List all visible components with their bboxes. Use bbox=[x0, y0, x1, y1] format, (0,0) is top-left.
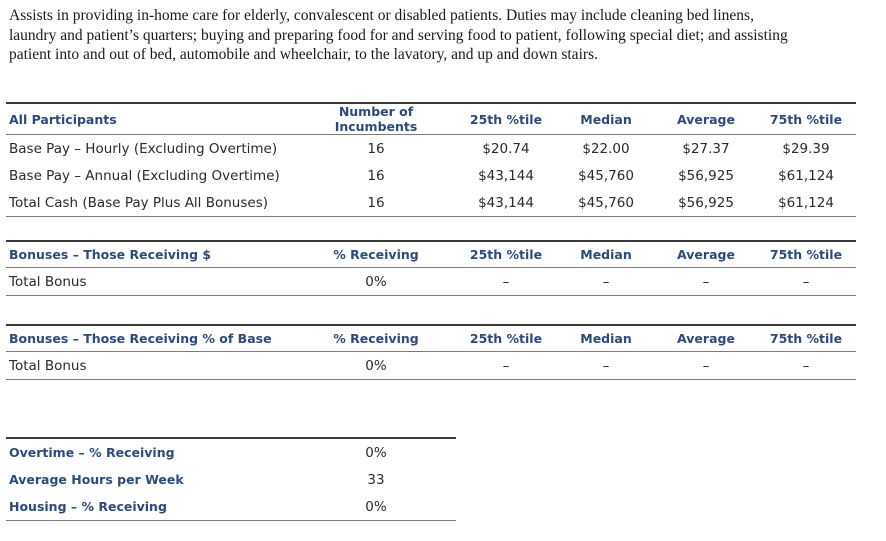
column-header: All Participants bbox=[6, 102, 296, 135]
table-cell: $61,124 bbox=[756, 189, 856, 217]
table-cell: – bbox=[756, 351, 856, 380]
column-header: 25th %tile bbox=[456, 324, 556, 352]
table-cell: 0% bbox=[296, 267, 456, 296]
row-label: Total Bonus bbox=[6, 351, 296, 380]
table-cell: – bbox=[456, 351, 556, 380]
table-cell: $22.00 bbox=[582, 140, 630, 157]
table-cell: 16 bbox=[367, 167, 385, 184]
table-row: Base Pay – Hourly (Excluding Overtime) 1… bbox=[6, 135, 856, 163]
table-cell: – bbox=[556, 351, 656, 380]
description-line: Assists in providing in-home care for el… bbox=[9, 7, 754, 24]
table-cell: 16 bbox=[367, 140, 385, 157]
table-cell: 16 bbox=[296, 189, 456, 217]
column-header: % Receiving bbox=[296, 240, 456, 268]
table-cell: – bbox=[656, 267, 756, 296]
table-cell: $43,144 bbox=[478, 167, 534, 184]
table-cell: 0% bbox=[296, 493, 456, 521]
column-header: 25th %tile bbox=[456, 102, 556, 135]
column-header: 25th %tile bbox=[456, 240, 556, 268]
participants-table: All Participants Number of Incumbents 25… bbox=[6, 102, 856, 217]
column-header: % Receiving bbox=[296, 324, 456, 352]
row-label: Overtime – % Receiving bbox=[9, 445, 175, 460]
row-label: Base Pay – Hourly (Excluding Overtime) bbox=[9, 140, 278, 157]
table-row: Base Pay – Annual (Excluding Overtime) 1… bbox=[6, 162, 856, 189]
table-cell: – bbox=[756, 267, 856, 296]
table-cell: $43,144 bbox=[456, 189, 556, 217]
table-header-row: Bonuses – Those Receiving % of Base % Re… bbox=[6, 324, 856, 352]
table-header-row: All Participants Number of Incumbents 25… bbox=[6, 102, 856, 135]
column-header: Average bbox=[656, 324, 756, 352]
table-row: Total Cash (Base Pay Plus All Bonuses) 1… bbox=[6, 189, 856, 217]
table-cell: $45,760 bbox=[578, 167, 634, 184]
column-header: Bonuses – Those Receiving $ bbox=[6, 240, 296, 268]
table-cell: $56,925 bbox=[656, 189, 756, 217]
row-label: Housing – % Receiving bbox=[6, 493, 296, 521]
table-cell: – bbox=[656, 351, 756, 380]
table-cell: – bbox=[456, 267, 556, 296]
table-cell: $61,124 bbox=[778, 167, 834, 184]
row-label: Total Bonus bbox=[6, 267, 296, 296]
table-cell: 0% bbox=[365, 444, 387, 461]
column-header: Average bbox=[656, 102, 756, 135]
table-row: Average Hours per Week 33 bbox=[6, 466, 456, 493]
column-header: Median bbox=[556, 240, 656, 268]
table-cell: $45,760 bbox=[556, 189, 656, 217]
column-header: Average bbox=[656, 240, 756, 268]
table-row: Overtime – % Receiving 0% bbox=[6, 438, 456, 466]
column-header: Median bbox=[556, 324, 656, 352]
table-cell: $20.74 bbox=[482, 140, 530, 157]
table-cell: $56,925 bbox=[678, 167, 734, 184]
column-header: Median bbox=[556, 102, 656, 135]
table-cell: $29.39 bbox=[782, 140, 830, 157]
row-label: Average Hours per Week bbox=[9, 472, 184, 487]
column-header: Number of Incumbents bbox=[296, 102, 456, 135]
table-row: Total Bonus 0% – – – – bbox=[6, 351, 856, 380]
table-row: Housing – % Receiving 0% bbox=[6, 493, 456, 521]
row-label: Total Cash (Base Pay Plus All Bonuses) bbox=[6, 189, 296, 217]
column-header: Bonuses – Those Receiving % of Base bbox=[6, 324, 296, 352]
job-description: Assists in providing in-home care for el… bbox=[9, 6, 869, 65]
table-header-row: Bonuses – Those Receiving $ % Receiving … bbox=[6, 240, 856, 268]
column-header: 75th %tile bbox=[756, 102, 856, 135]
bonus-dollars-table: Bonuses – Those Receiving $ % Receiving … bbox=[6, 240, 856, 296]
description-line: laundry and patient’s quarters; buying a… bbox=[9, 26, 788, 44]
table-cell: 0% bbox=[296, 351, 456, 380]
table-row: Total Bonus 0% – – – – bbox=[6, 267, 856, 296]
description-line: patient into and out of bed, automobile … bbox=[9, 46, 598, 63]
row-label: Base Pay – Annual (Excluding Overtime) bbox=[9, 167, 280, 184]
table-cell: $27.37 bbox=[682, 140, 730, 157]
other-metrics-table: Overtime – % Receiving 0% Average Hours … bbox=[6, 437, 456, 521]
bonus-percent-table: Bonuses – Those Receiving % of Base % Re… bbox=[6, 324, 856, 380]
column-header: 75th %tile bbox=[756, 240, 856, 268]
table-cell: – bbox=[556, 267, 656, 296]
table-cell: 33 bbox=[367, 471, 385, 488]
column-header: 75th %tile bbox=[756, 324, 856, 352]
